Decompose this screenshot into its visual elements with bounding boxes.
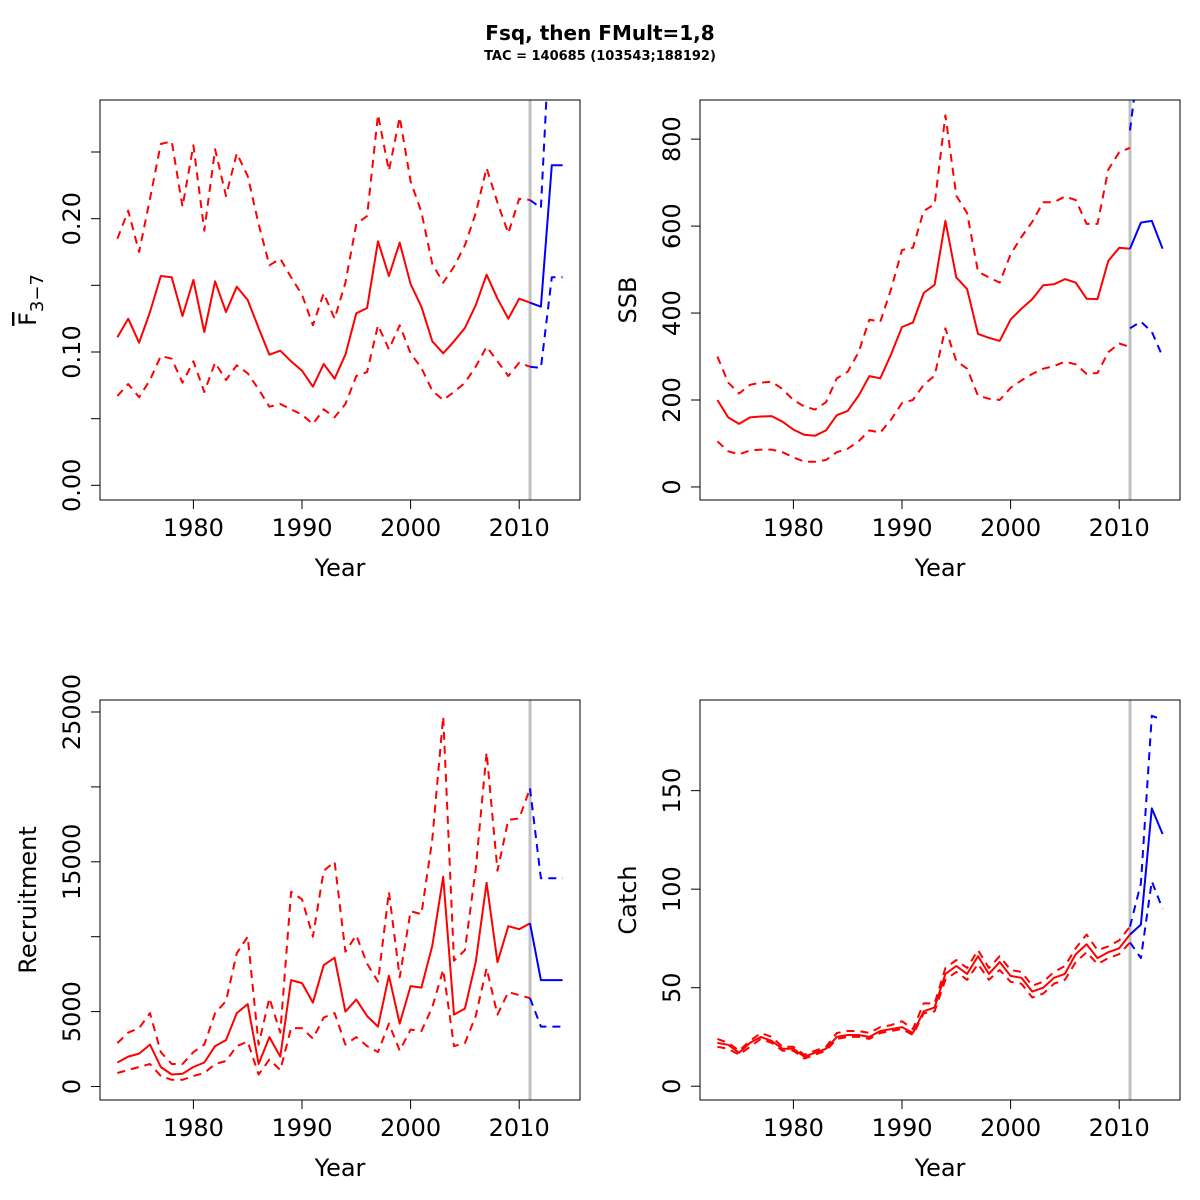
historic-lower-line <box>116 324 531 425</box>
y-tick-label: 5000 <box>58 981 86 1042</box>
panel-catch: 1980 1990 2000 2010 0 50 100 150 Year Catch <box>614 699 1181 1182</box>
y-tick-label: 0.00 <box>58 459 86 512</box>
y-tick-label: 0.10 <box>58 325 86 378</box>
plot-frame <box>699 699 1181 1101</box>
x-axis-title: Year <box>914 1154 966 1182</box>
x-tick-label: 2010 <box>489 1114 550 1142</box>
y-tick-label: 100 <box>658 866 686 912</box>
historic-lower-line <box>716 327 1131 463</box>
y-tick-label: 0 <box>58 1079 86 1094</box>
x-tick-label: 1980 <box>763 514 824 542</box>
y-tick-label: 15000 <box>58 824 86 900</box>
y-tick-label: 25000 <box>58 674 86 750</box>
x-axis-title: Year <box>314 1154 366 1182</box>
plot-frame <box>699 99 1181 501</box>
x-tick-label: 2010 <box>489 514 550 542</box>
forecast-lower-line <box>1129 880 1164 960</box>
x-tick-label: 1980 <box>763 1114 824 1142</box>
forecast-median-line <box>529 923 563 982</box>
plot-area <box>116 100 563 500</box>
y-tick-label: 400 <box>658 290 686 336</box>
historic-upper-line <box>716 114 1131 411</box>
y-tick-label: 600 <box>658 203 686 249</box>
x-tick-label: 2000 <box>980 514 1041 542</box>
y-tick-label: 0 <box>658 479 686 494</box>
x-tick-label: 1990 <box>271 514 332 542</box>
forecast-upper-line <box>1129 714 1163 927</box>
y-axis-title: Catch <box>614 865 642 934</box>
historic-upper-line <box>116 715 531 1065</box>
y-tick-label: 150 <box>658 768 686 814</box>
figure-title: Fsq, then FMult=1,8 <box>485 21 714 45</box>
forecast-upper-line <box>529 788 563 880</box>
forecast-upper-line <box>1129 100 1135 131</box>
panel-fbar: 1980 1990 2000 2010 0.00 0.10 0.20 Year F3−7 <box>14 99 581 582</box>
panel-ssb: 1980 1990 2000 2010 0 200 400 600 800 Year SSB <box>614 99 1181 582</box>
y-axis-title: F3−7 <box>14 274 48 326</box>
plot-frame <box>99 699 581 1101</box>
x-axis-title: Year <box>914 554 966 582</box>
x-tick-label: 2010 <box>1089 1114 1150 1142</box>
x-tick-label: 1980 <box>163 514 224 542</box>
forecast-lower-line <box>1129 320 1164 357</box>
historic-median-line <box>717 933 1131 1058</box>
forecast-lower-line <box>529 276 563 369</box>
forecast-median-line <box>1129 807 1164 936</box>
y-tick-label: 0.20 <box>58 192 86 245</box>
panel-recruitment: 1980 1990 2000 2010 0 5000 15000 25000 Year Recru… <box>14 674 581 1182</box>
historic-median-line <box>116 240 531 388</box>
forecast-upper-line <box>529 100 548 209</box>
forecast-lower-line <box>529 997 563 1028</box>
x-tick-label: 2000 <box>380 514 441 542</box>
x-axis-title: Year <box>314 554 366 582</box>
figure-subtitle: TAC = 140685 (103543;188192) <box>484 49 716 64</box>
y-axis-title: Recruitment <box>14 826 42 973</box>
plot-area <box>116 700 563 1100</box>
x-tick-label: 1980 <box>163 1114 224 1142</box>
plot-area <box>717 700 1164 1100</box>
x-tick-label: 2000 <box>980 1114 1041 1142</box>
y-axis-title: SSB <box>614 277 642 324</box>
y-tick-label: 800 <box>658 116 686 162</box>
forecast-median-line <box>529 164 563 308</box>
y-tick-label: 0 <box>658 1079 686 1094</box>
historic-median-line <box>716 219 1131 437</box>
historic-upper-line <box>116 113 531 327</box>
historic-lower-line <box>117 967 531 1081</box>
plot-area <box>716 100 1164 500</box>
x-tick-label: 2010 <box>1089 514 1150 542</box>
historic-upper-line <box>717 925 1131 1056</box>
x-tick-label: 1990 <box>271 1114 332 1142</box>
plot-frame <box>99 99 581 501</box>
x-tick-label: 1990 <box>871 1114 932 1142</box>
y-tick-label: 200 <box>658 377 686 423</box>
y-tick-label: 50 <box>658 972 686 1003</box>
forecast-median-line <box>1129 219 1164 250</box>
x-tick-label: 2000 <box>380 1114 441 1142</box>
historic-median-line <box>116 875 531 1076</box>
x-tick-label: 1990 <box>871 514 932 542</box>
